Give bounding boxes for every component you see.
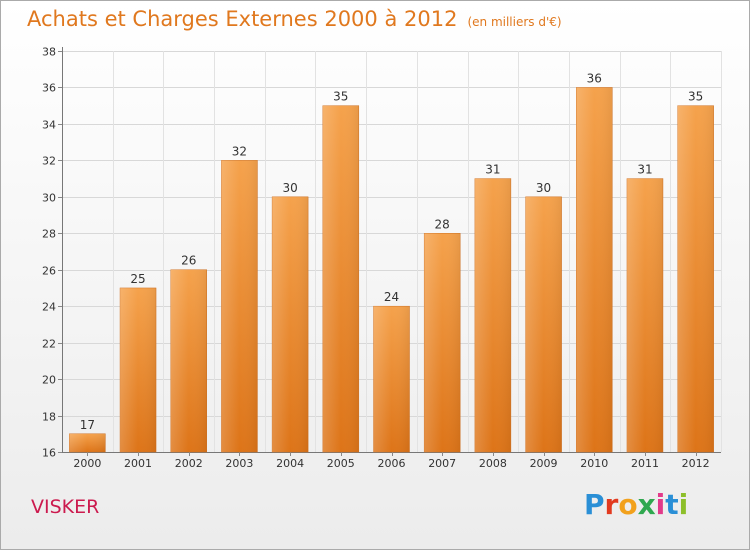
logo-letter: r (604, 488, 619, 521)
x-tick-label: 2008 (479, 457, 507, 470)
y-tick-label: 32 (42, 155, 56, 168)
y-tick-label: 16 (42, 447, 56, 460)
bar-shine (525, 196, 562, 452)
y-tick-label: 30 (42, 192, 56, 205)
data-label: 26 (181, 254, 196, 268)
x-tick-label: 2000 (73, 457, 101, 470)
x-tick-label: 2010 (580, 457, 608, 470)
bar-shine (474, 178, 511, 452)
y-tick-label: 24 (42, 301, 56, 314)
place-name: VISKER (31, 496, 100, 518)
logo-letter: o (618, 488, 638, 521)
x-tick-label: 2009 (530, 457, 558, 470)
data-label: 31 (485, 163, 500, 177)
bar-shine (576, 87, 613, 453)
data-label: 25 (130, 272, 145, 286)
logo-letter: t (665, 488, 679, 521)
bar-shine (626, 178, 663, 452)
x-tick-label: 2004 (276, 457, 304, 470)
x-tick-label: 2011 (631, 457, 659, 470)
data-label: 30 (282, 181, 297, 195)
logo-letter: i (655, 488, 666, 521)
bar-shine (221, 160, 258, 452)
chart-subtitle: (en milliers d'€) (467, 15, 562, 29)
y-tick-label: 38 (42, 46, 56, 59)
data-label: 28 (435, 217, 450, 231)
y-tick-label: 18 (42, 411, 56, 424)
bar-shine (424, 233, 461, 452)
bar-shine (677, 105, 714, 452)
logo-letter: x (637, 488, 656, 521)
x-tick-label: 2006 (378, 457, 406, 470)
data-label: 30 (536, 181, 551, 195)
axes: 16 18 20 22 24 26 28 30 32 34 36 38 2000 2001 2002 2003… (42, 46, 721, 470)
data-label: 17 (80, 418, 95, 432)
x-tick-label: 2007 (428, 457, 456, 470)
bar-shine (322, 105, 359, 452)
y-tick-label: 34 (42, 119, 56, 132)
data-label: 24 (384, 290, 399, 304)
x-tick-label: 2005 (327, 457, 355, 470)
chart-title-text: Achats et Charges Externes 2000 à 2012 (27, 7, 458, 31)
bar-shine (69, 433, 106, 452)
bars (69, 87, 714, 453)
logo-letter: P (584, 488, 605, 521)
x-tick-label: 2012 (682, 457, 710, 470)
data-label: 36 (587, 71, 602, 85)
data-label: 35 (333, 90, 348, 104)
x-tick-label: 2003 (225, 457, 253, 470)
data-label: 31 (637, 163, 652, 177)
chart-title: Achats et Charges Externes 2000 à 2012 (e… (27, 7, 562, 31)
logo-letter: i (678, 488, 689, 521)
bar-shine (373, 306, 410, 452)
proxiti-logo: Proxiti (584, 488, 688, 521)
y-tick-label: 36 (42, 82, 56, 95)
y-tick-label: 22 (42, 338, 56, 351)
y-tick-label: 20 (42, 374, 56, 387)
data-label: 32 (232, 144, 247, 158)
data-labels: 17 25 26 32 30 35 24 28 31 30 36 31 35 (80, 71, 704, 431)
y-tick-label: 26 (42, 265, 56, 278)
x-tick-label: 2001 (124, 457, 152, 470)
x-tick-label: 2002 (175, 457, 203, 470)
y-tick-label: 28 (42, 228, 56, 241)
bar-shine (170, 269, 207, 452)
bar-shine (272, 196, 309, 452)
data-label: 35 (688, 90, 703, 104)
bar-shine (120, 287, 157, 452)
